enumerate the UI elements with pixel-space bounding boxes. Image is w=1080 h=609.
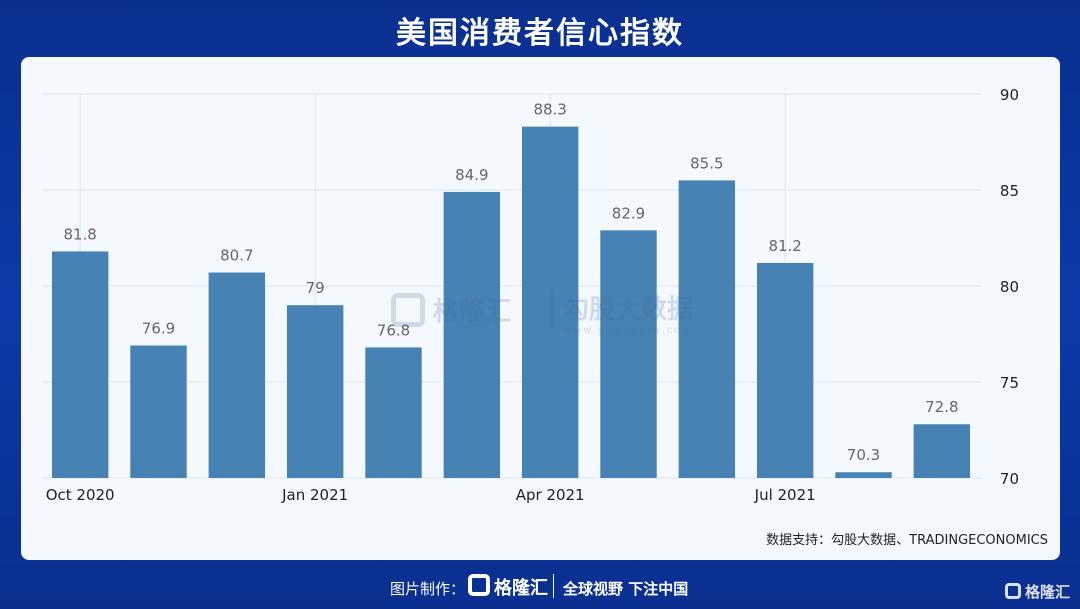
- footer-logo-icon: [468, 574, 490, 596]
- data-label: 76.9: [142, 320, 175, 338]
- x-tick-label: Oct 2020: [46, 486, 115, 504]
- bar: [521, 126, 579, 478]
- data-label: 88.3: [533, 101, 566, 119]
- y-tick-label: 80: [1000, 278, 1019, 296]
- bar: [678, 180, 736, 478]
- source-note: 数据支持：勾股大数据、TRADINGECONOMICS: [766, 533, 1048, 548]
- x-tick-label: Jan 2021: [281, 486, 348, 504]
- data-label: 82.9: [612, 204, 645, 222]
- corner-brand: 格隆汇: [1025, 583, 1071, 601]
- page-title: 美国消费者信心指数: [396, 16, 684, 51]
- data-label: 81.8: [63, 225, 96, 243]
- bar: [208, 272, 266, 478]
- corner-logo-icon: [1005, 583, 1021, 599]
- data-label: 84.9: [455, 166, 488, 184]
- bar: [365, 347, 422, 478]
- footer: 图片制作： 格隆汇 全球视野 下注中国: [0, 570, 1080, 606]
- chart-panel: 70 75 80 85 90 Oct 2020 Jan 2021 Apr 2021 Jul 20…: [21, 57, 1060, 560]
- y-tick-label: 75: [1000, 374, 1019, 392]
- y-tick-label: 85: [1000, 182, 1019, 200]
- data-label: 76.8: [377, 321, 410, 339]
- data-label: 70.3: [847, 446, 880, 464]
- data-label: 72.8: [925, 398, 958, 416]
- data-label: 80.7: [220, 247, 253, 265]
- bar: [600, 230, 657, 478]
- data-label: 81.2: [768, 237, 801, 255]
- footer-label: 图片制作：: [390, 580, 466, 598]
- x-tick-label: Apr 2021: [516, 486, 585, 504]
- data-label: 79: [306, 279, 325, 297]
- bar: [51, 251, 109, 478]
- data-label: 85.5: [690, 154, 723, 172]
- bar: [130, 345, 187, 478]
- y-tick-label: 90: [1000, 86, 1019, 104]
- footer-slogan: 全球视野 下注中国: [563, 580, 689, 598]
- bar: [443, 191, 501, 479]
- bar: [756, 262, 814, 478]
- y-tick-label: 70: [1000, 470, 1019, 488]
- footer-brand: 格隆汇: [494, 578, 548, 599]
- bar-chart: 70 75 80 85 90 Oct 2020 Jan 2021 Apr 2021 Jul 20…: [41, 86, 1019, 504]
- bar: [913, 424, 971, 478]
- footer-divider: [553, 574, 554, 598]
- bar: [835, 472, 892, 478]
- bar: [286, 305, 344, 478]
- x-tick-label: Jul 2021: [754, 486, 816, 504]
